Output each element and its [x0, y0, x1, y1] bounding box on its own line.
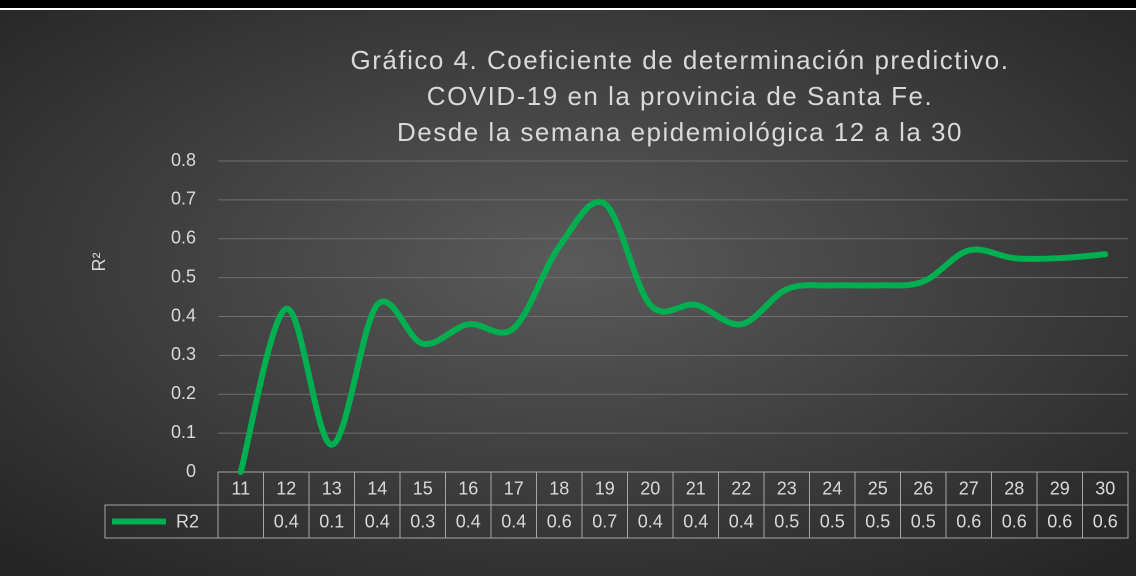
table-value: 0.3 — [410, 511, 435, 531]
table-value: 0.5 — [820, 511, 845, 531]
x-tick-label: 30 — [1095, 478, 1115, 498]
table-value: 0.4 — [501, 511, 526, 531]
table-value: 0.5 — [865, 511, 890, 531]
x-tick-label: 13 — [322, 478, 342, 498]
table-value: 0.4 — [683, 511, 708, 531]
table-value: 0.4 — [274, 511, 299, 531]
table-value: 0.6 — [1047, 511, 1072, 531]
table-value: 0.6 — [547, 511, 572, 531]
y-axis-label: R² — [89, 253, 109, 272]
table-value: 0.5 — [911, 511, 936, 531]
x-tick-label: 12 — [276, 478, 296, 498]
x-tick-label: 14 — [367, 478, 387, 498]
y-tick-label: 0.4 — [171, 305, 196, 325]
x-tick-label: 19 — [595, 478, 615, 498]
x-tick-label: 11 — [231, 478, 250, 498]
y-tick-label: 0.5 — [171, 266, 196, 286]
y-tick-label: 0.8 — [171, 150, 196, 170]
legend-label: R2 — [176, 511, 199, 531]
x-tick-label: 26 — [913, 478, 933, 498]
x-tick-label: 25 — [868, 478, 888, 498]
y-tick-label: 0.3 — [171, 344, 196, 364]
x-tick-label: 17 — [504, 478, 524, 498]
y-tick-label: 0.6 — [171, 228, 196, 248]
x-tick-label: 21 — [686, 478, 706, 498]
table-value: 0.5 — [774, 511, 799, 531]
y-tick-label: 0.1 — [171, 422, 196, 442]
x-tick-label: 20 — [640, 478, 660, 498]
x-tick-label: 22 — [731, 478, 751, 498]
x-tick-label: 29 — [1050, 478, 1070, 498]
y-tick-label: 0.2 — [171, 383, 196, 403]
x-tick-label: 23 — [777, 478, 797, 498]
table-value: 0.6 — [1093, 511, 1118, 531]
y-tick-label: 0 — [186, 461, 196, 481]
table-value: 0.4 — [365, 511, 390, 531]
chart-title: Gráfico 4. Coeficiente de determinación … — [351, 45, 1010, 75]
table-value: 0.6 — [956, 511, 981, 531]
x-tick-label: 28 — [1004, 478, 1024, 498]
y-tick-label: 0.7 — [171, 189, 196, 209]
table-value: 0.4 — [456, 511, 481, 531]
x-tick-label: 18 — [549, 478, 569, 498]
x-tick-label: 16 — [458, 478, 478, 498]
chart-title: COVID-19 en la provincia de Santa Fe. — [427, 81, 933, 111]
x-tick-label: 27 — [959, 478, 979, 498]
table-value: 0.4 — [729, 511, 754, 531]
background — [0, 10, 1136, 576]
table-value: 0.4 — [638, 511, 663, 531]
table-value: 0.7 — [592, 511, 617, 531]
x-tick-label: 15 — [413, 478, 433, 498]
table-value: 0.1 — [319, 511, 344, 531]
table-cell — [1082, 504, 1129, 539]
x-tick-label: 24 — [822, 478, 842, 498]
data-line — [237, 199, 1109, 475]
chart-title: Desde la semana epidemiológica 12 a la 3… — [397, 117, 963, 147]
table-value: 0.6 — [1002, 511, 1027, 531]
